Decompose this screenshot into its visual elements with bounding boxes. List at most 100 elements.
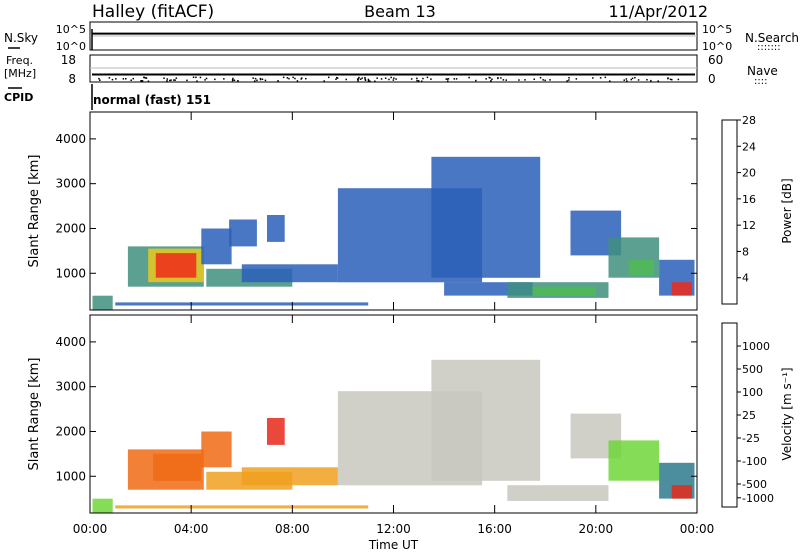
power-ytick-label: 2000 — [55, 221, 86, 235]
nave-dot — [468, 76, 470, 79]
velocity-ytick-label: 2000 — [55, 424, 86, 438]
freq-right-tick-bottom: 0 — [708, 72, 716, 86]
nave-dot — [357, 79, 359, 82]
page-title: Halley (fitACF) — [92, 2, 214, 22]
nave-dot — [367, 78, 370, 81]
nave-dot — [256, 79, 258, 82]
power-region-9 — [241, 264, 338, 283]
nave-dot — [650, 79, 652, 82]
nave-dot — [393, 77, 395, 79]
beam-label: Beam 13 — [364, 2, 436, 21]
nave-dot — [410, 78, 413, 80]
nsky-right-tick-bottom: 10^0 — [702, 40, 732, 53]
velocity-colorbar-tick-label: -25 — [742, 432, 760, 445]
nave-dot — [186, 79, 188, 82]
velocity-xtick-label: 20:00 — [579, 522, 614, 536]
nave-dot — [609, 80, 611, 82]
nave-dot — [634, 76, 636, 79]
power-region-19 — [671, 282, 692, 296]
nave-dot — [169, 79, 171, 82]
nave-dot — [369, 80, 371, 82]
nave-dot — [233, 79, 236, 81]
velocity-ytick-label: 4000 — [55, 335, 86, 349]
power-colorbar-frame — [721, 119, 738, 305]
nave-dot — [300, 78, 302, 80]
velocity-xtick-label: 12:00 — [376, 522, 411, 536]
nave-dot — [625, 78, 628, 80]
nave-dot — [173, 79, 175, 81]
nave-dot — [568, 77, 570, 79]
velocity-xtick-label: 00:00 — [73, 522, 108, 536]
nave-dot — [132, 77, 134, 80]
nave-dot — [426, 76, 429, 79]
nave-dot — [485, 78, 487, 80]
nave-dot — [646, 79, 648, 81]
nave-dot — [277, 80, 279, 82]
velocity-region-5 — [267, 418, 285, 445]
nave-dot — [336, 76, 338, 79]
velocity-colorbar-tick-label: -100 — [742, 455, 767, 468]
nave-dot — [575, 78, 578, 80]
nave-dot — [195, 76, 197, 79]
nsky-left-tick-bottom: 10^0 — [56, 40, 86, 53]
nave-dot — [430, 78, 432, 80]
nave-dot — [328, 76, 330, 79]
nave-dot — [130, 79, 132, 81]
nave-dot — [497, 77, 499, 80]
nsearch-dots: ::::::: — [757, 42, 781, 53]
power-colorbar: 4 8 12 16 20 24 28 Power [dB] — [721, 114, 794, 305]
cpid-label: CPID — [4, 91, 33, 104]
nave-dot — [502, 79, 505, 81]
nave-dot — [232, 77, 234, 80]
velocity-colorbar-tick-label: 500 — [742, 363, 763, 376]
power-ytick-label: 1000 — [55, 266, 86, 280]
power-region-17 — [628, 259, 654, 276]
velocity-colorbar-tick-label: 1000 — [742, 340, 770, 353]
nave-dot — [417, 80, 420, 82]
nave-dot — [231, 79, 234, 81]
nave-dot — [416, 77, 418, 80]
nave-dot — [361, 77, 363, 79]
nave-dot — [568, 79, 570, 81]
nave-dot — [323, 80, 325, 82]
nave-dot — [223, 78, 225, 80]
nave-dot — [192, 76, 195, 78]
nave-dot — [166, 78, 168, 80]
nave-dot — [505, 79, 507, 81]
nave-dot — [98, 77, 100, 80]
nave-dot — [623, 79, 625, 81]
power-region-0 — [92, 295, 113, 310]
nave-dot — [237, 80, 239, 82]
velocity-region-9 — [431, 359, 541, 481]
nave-dot — [296, 80, 299, 82]
power-colorbar-tick-label: 28 — [742, 114, 756, 127]
nave-dot — [533, 78, 535, 80]
velocity-colorbar-tick-label: 100 — [742, 386, 763, 399]
velocity-ytick-label: 3000 — [55, 380, 86, 394]
nave-dot — [489, 77, 491, 79]
nave-dot — [282, 76, 285, 79]
nave-dot — [214, 78, 216, 81]
nave-dot — [359, 78, 362, 80]
nave-dot — [261, 78, 264, 80]
nave-dot — [447, 80, 449, 82]
nave-dot — [544, 79, 546, 82]
power-region-4 — [155, 253, 197, 278]
velocity-ylabel: Slant Range [km] — [27, 358, 42, 471]
velocity-data-regions — [92, 359, 695, 513]
velocity-region-10 — [507, 485, 609, 501]
nave-dot — [305, 77, 307, 80]
velocity-xtick-label: 08:00 — [275, 522, 310, 536]
nave-dot — [490, 80, 492, 82]
nsky-right-tick-top: 10^5 — [702, 23, 732, 36]
nave-dot — [286, 77, 289, 79]
nave-label: Nave — [747, 64, 778, 78]
velocity-region-1 — [115, 505, 369, 509]
nave-dot — [141, 80, 144, 82]
nave-dot — [592, 77, 594, 79]
power-region-5 — [201, 228, 232, 265]
power-ytick-label: 3000 — [55, 177, 86, 191]
power-colorbar-label: Power [dB] — [780, 178, 794, 243]
